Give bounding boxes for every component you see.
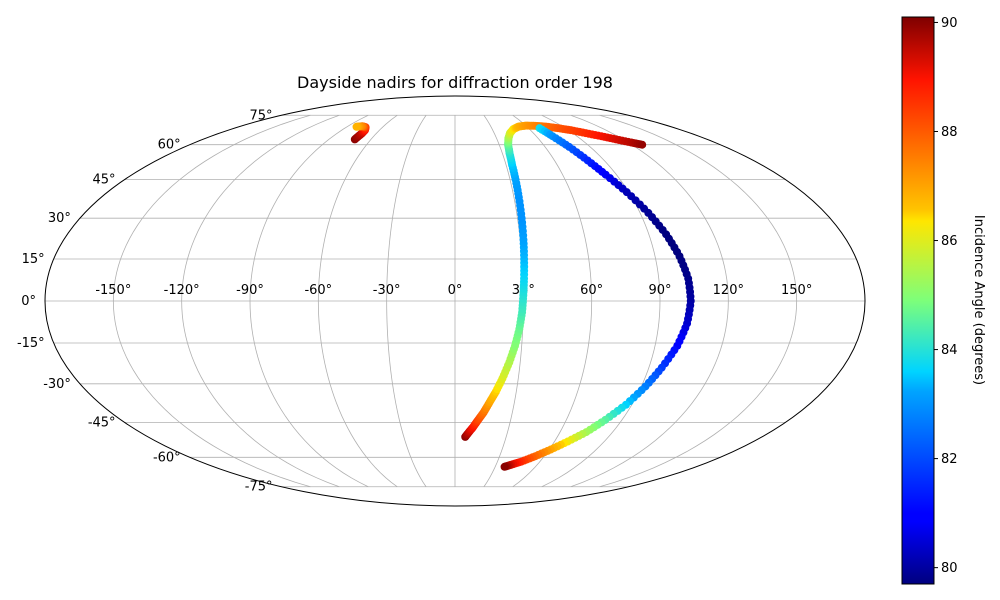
latitude-tick-label: -60° (153, 450, 181, 465)
longitude-tick-label: -150° (95, 283, 131, 298)
longitude-tick-labels: -150°-120°-90°-60°-30°0°30°60°90°120°150… (95, 283, 812, 298)
latitude-tick-label: -15° (17, 336, 45, 351)
colorbar-tick-label: 90 (941, 16, 958, 31)
longitude-gridline (512, 114, 593, 488)
latitude-tick-label: 45° (93, 173, 116, 188)
longitude-tick-label: -90° (236, 283, 264, 298)
longitude-gridline (570, 114, 729, 488)
data-point (500, 462, 509, 471)
longitude-tick-label: 120° (713, 283, 744, 298)
longitude-gridline (249, 114, 369, 488)
data-points (350, 121, 695, 471)
longitude-gridline (317, 114, 398, 488)
colorbar-tick-label: 82 (941, 452, 958, 467)
map-grid (45, 114, 865, 488)
longitude-tick-label: -120° (164, 283, 200, 298)
data-point (638, 140, 647, 149)
latitude-tick-label: 0° (21, 294, 36, 309)
latitude-tick-label: -75° (245, 480, 273, 495)
longitude-tick-label: -30° (373, 283, 401, 298)
latitude-tick-label: 15° (22, 252, 45, 267)
latitude-tick-label: 75° (249, 108, 272, 123)
latitude-tick-label: -30° (43, 377, 71, 392)
longitude-gridline (181, 114, 340, 488)
longitude-gridline (112, 114, 311, 488)
longitude-gridline (541, 114, 661, 488)
colorbar-label: Incidence Angle (degrees) (971, 215, 986, 385)
longitude-tick-label: -60° (304, 283, 332, 298)
data-point (352, 122, 361, 131)
colorbar-tick-label: 88 (941, 125, 958, 140)
map-boundary (44, 95, 866, 507)
longitude-tick-label: 0° (448, 283, 463, 298)
latitude-tick-label: 30° (48, 211, 71, 226)
colorbar-tick-label: 84 (941, 343, 958, 358)
longitude-tick-label: 150° (781, 283, 812, 298)
colorbar-tick-label: 80 (941, 561, 958, 576)
chart-title: Dayside nadirs for diffraction order 198 (297, 73, 613, 92)
latitude-tick-labels: -75° -60° -45° -30° -15° 0° 15° 30° 45° 60° 75° (17, 108, 273, 494)
longitude-gridline (386, 115, 427, 487)
colorbar (901, 16, 935, 585)
colorbar-tick-label: 86 (941, 234, 958, 249)
longitude-tick-label: 60° (580, 283, 603, 298)
latitude-tick-label: 60° (158, 138, 181, 153)
latitude-tick-label: -45° (88, 415, 116, 430)
longitude-tick-label: 90° (648, 283, 671, 298)
colorbar-ticks: 80 82 84 86 88 90 (934, 16, 958, 576)
longitude-gridline (599, 114, 798, 488)
